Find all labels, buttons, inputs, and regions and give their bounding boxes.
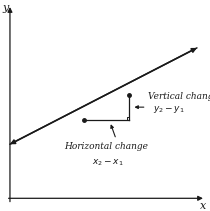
Text: y: y: [3, 3, 9, 13]
Text: Horizontal change: Horizontal change: [65, 142, 149, 151]
Text: Vertical change: Vertical change: [148, 92, 210, 101]
Text: $x_2 - x_1$: $x_2 - x_1$: [92, 157, 124, 168]
Text: x: x: [200, 201, 206, 211]
Text: $y_2 - y_1$: $y_2 - y_1$: [153, 104, 185, 115]
